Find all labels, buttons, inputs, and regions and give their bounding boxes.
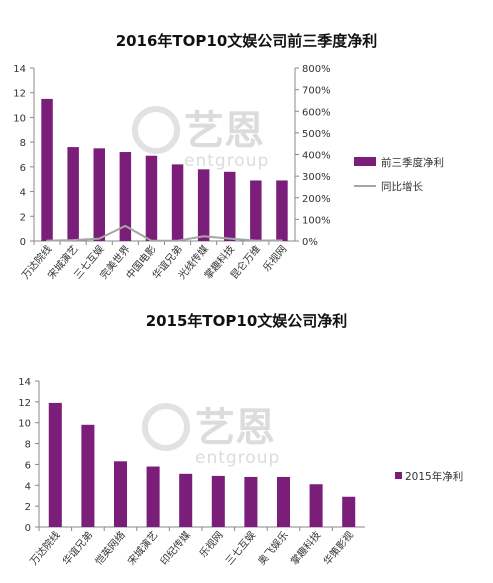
category-label: 万达院线	[27, 529, 63, 568]
legend-swatch-bar	[354, 157, 376, 166]
y-tick-label: 0	[25, 523, 31, 534]
watermark-logo-icon	[142, 403, 190, 451]
y2-tick-label: 600%	[302, 107, 331, 118]
category-label: 华策影视	[320, 529, 356, 568]
chart2-title: 2015年TOP10文娱公司净利	[145, 312, 348, 330]
bar-昆仑万维	[250, 180, 262, 241]
y-tick-label: 8	[25, 440, 31, 451]
bar-掌趣科技	[309, 484, 323, 527]
y-tick-label: 14	[13, 64, 26, 75]
y-tick-label: 0	[20, 237, 26, 248]
chart1-title: 2016年TOP10文娱公司前三季度净利	[115, 32, 378, 50]
growth-point-万达院线	[46, 239, 48, 242]
bar-中国电影	[145, 155, 158, 241]
growth-point-光线传媒	[202, 235, 205, 238]
y-tick-label: 10	[13, 113, 26, 124]
y2-tick-label: 700%	[302, 86, 331, 97]
bar-奥飞娱乐	[276, 476, 291, 527]
growth-point-中国电影	[150, 239, 153, 242]
y-tick-label: 4	[25, 481, 31, 492]
y-tick-label: 6	[25, 460, 31, 471]
growth-point-宋城演艺	[72, 239, 74, 241]
y2-tick-label: 800%	[302, 64, 331, 75]
chart2-bars	[48, 402, 356, 527]
growth-point-三七互娱	[98, 237, 101, 240]
y-tick-label: 14	[18, 377, 31, 388]
watermark-1: 艺恩 entgroup	[132, 106, 269, 171]
y2-tick-label: 0%	[302, 237, 318, 248]
y-tick-label: 2	[25, 502, 31, 513]
growth-line	[47, 224, 282, 242]
bar-乐视网	[276, 180, 288, 241]
legend-label-growth: 同比增长	[381, 180, 423, 193]
category-label: 三七互娱	[223, 529, 259, 568]
chart1-legend: 前三季度净利 同比增长	[354, 156, 444, 193]
category-label: 乐视网	[260, 243, 289, 274]
category-label: 掌趣科技	[288, 529, 324, 568]
bar-万达院线	[41, 98, 53, 242]
legend-label-2015-net-profit: 2015年净利	[405, 470, 463, 483]
growth-point-完美世界	[124, 225, 127, 227]
bar-完美世界	[119, 152, 132, 241]
category-label: 恺英网络	[92, 529, 128, 568]
chart1-bars	[41, 98, 288, 242]
category-label: 印纪传媒	[158, 529, 193, 567]
y2-tick-label: 400%	[302, 151, 331, 162]
y-tick-label: 8	[20, 138, 26, 149]
bar-宋城演艺	[67, 147, 79, 241]
watermark-en: entgroup	[184, 151, 269, 171]
y2-tick-label: 200%	[302, 194, 331, 205]
y-tick-label: 10	[18, 419, 31, 430]
bar-三七互娱	[93, 148, 105, 241]
growth-point-掌趣科技	[228, 237, 231, 240]
bar-印纪传媒	[179, 473, 193, 527]
bar-乐视网	[211, 475, 225, 527]
growth-point-乐视网	[281, 239, 283, 242]
watermark-logo-icon	[132, 106, 180, 154]
category-label: 乐视网	[196, 529, 225, 560]
y2-tick-label: 500%	[302, 129, 331, 140]
category-label: 奥飞娱乐	[255, 529, 291, 568]
growth-point-昆仑万维	[255, 239, 257, 242]
legend-swatch-bar	[395, 472, 402, 479]
chart1-growth-line	[46, 224, 283, 242]
bar-光线传媒	[197, 169, 210, 241]
y-tick-label: 4	[20, 188, 26, 199]
bar-宋城演艺	[146, 466, 160, 527]
category-label: 华谊兄弟	[60, 529, 96, 568]
bar-华谊兄弟	[81, 424, 95, 527]
bar-掌趣科技	[224, 171, 236, 241]
bar-华谊兄弟	[171, 164, 184, 241]
growth-point-华谊兄弟	[176, 239, 179, 242]
watermark-2: 艺恩 entgroup	[142, 403, 280, 468]
y-tick-label: 6	[20, 163, 26, 174]
bar-三七互娱	[244, 476, 258, 527]
watermark-cn: 艺恩	[195, 405, 275, 451]
watermark-cn: 艺恩	[184, 108, 264, 154]
bar-万达院线	[48, 402, 62, 527]
legend-label-net-profit: 前三季度净利	[381, 156, 444, 169]
y-tick-label: 12	[13, 89, 26, 100]
bar-华策影视	[342, 496, 356, 527]
chart2-legend: 2015年净利	[395, 470, 463, 483]
watermark-en: entgroup	[195, 448, 280, 468]
category-label: 宋城演艺	[125, 529, 161, 568]
y2-tick-label: 100%	[302, 215, 331, 226]
bar-恺英网络	[113, 461, 128, 527]
y-tick-label: 12	[18, 398, 31, 409]
y2-tick-label: 300%	[302, 172, 331, 183]
y-tick-label: 2	[20, 212, 26, 223]
